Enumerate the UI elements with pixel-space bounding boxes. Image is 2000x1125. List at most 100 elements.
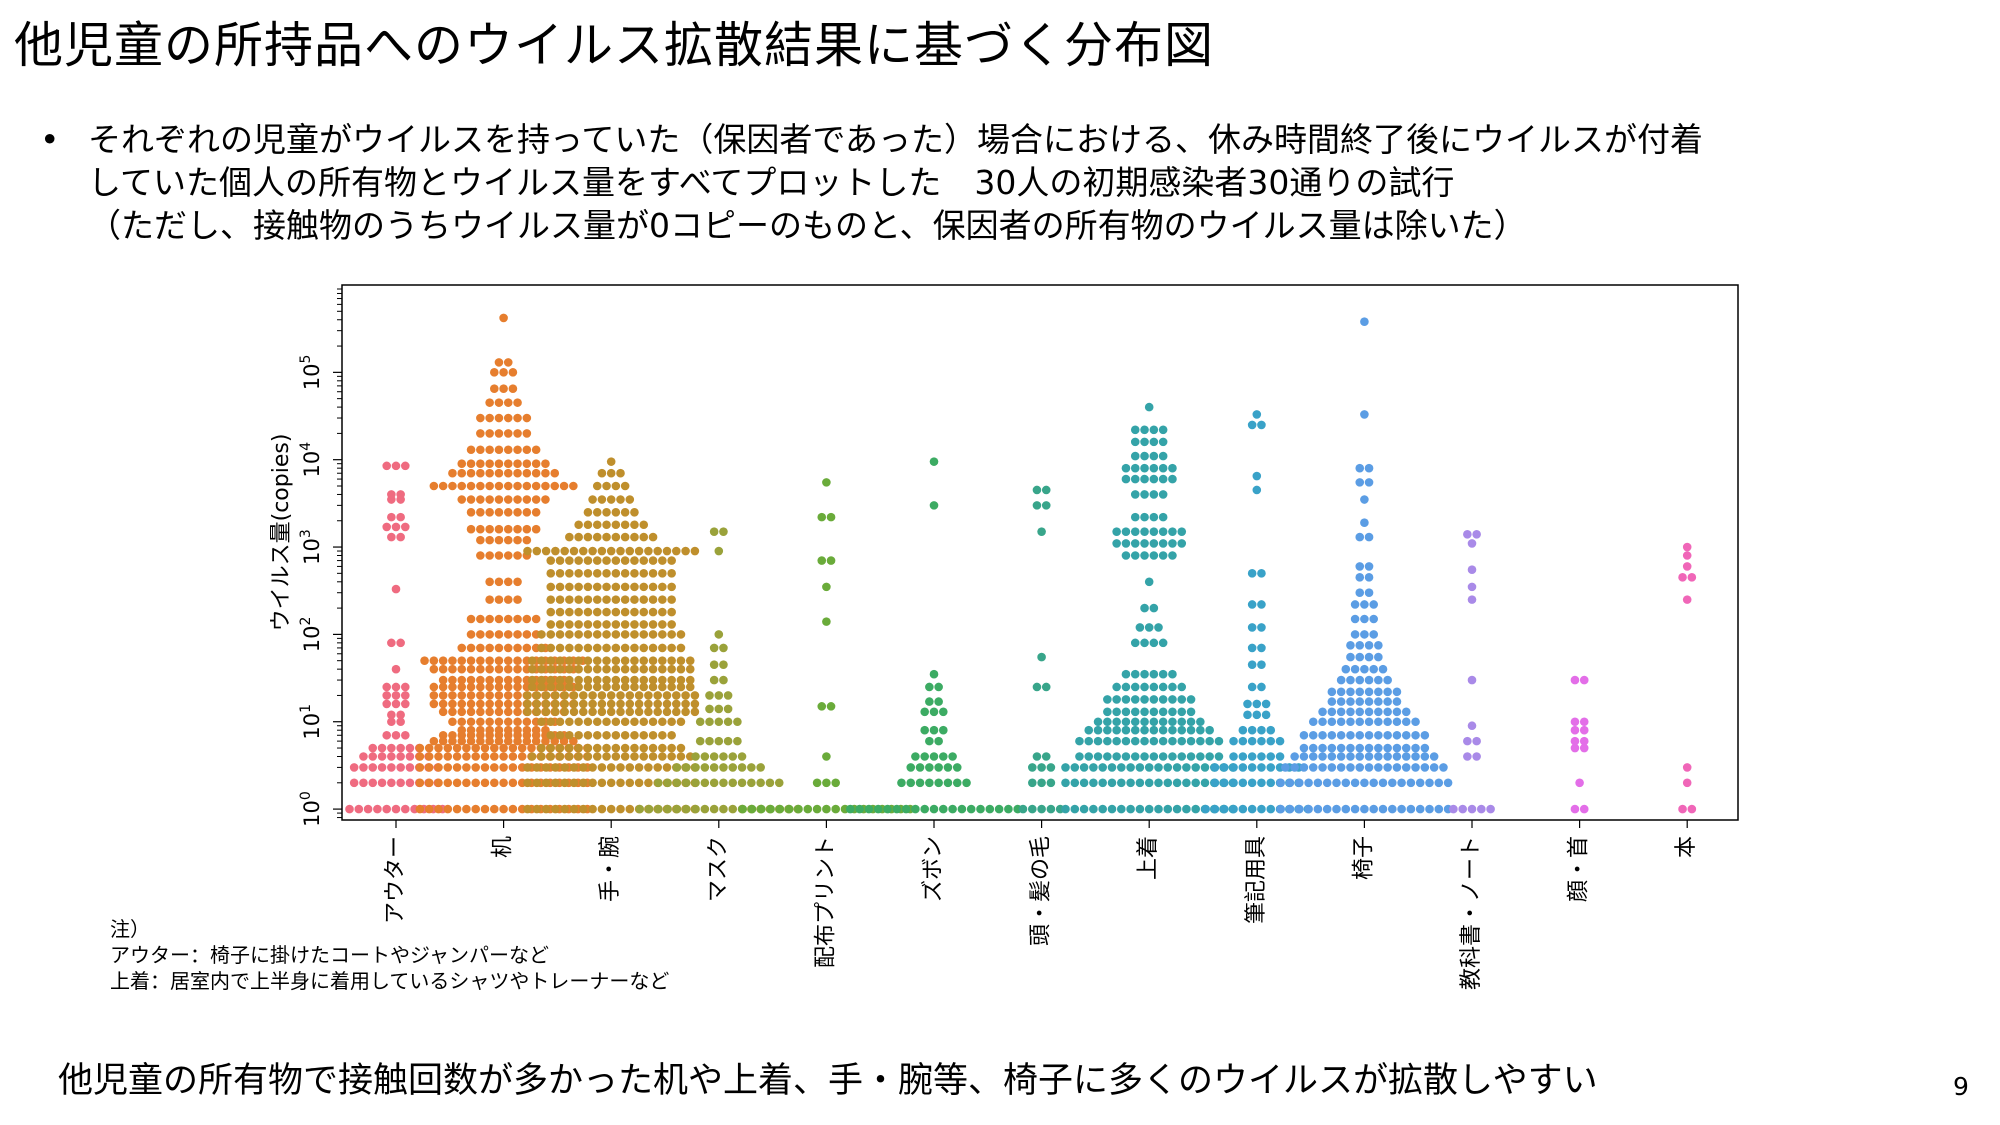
data-point xyxy=(1369,614,1378,624)
data-point xyxy=(377,763,387,772)
data-point xyxy=(1149,717,1159,727)
data-point xyxy=(537,717,546,727)
data-point xyxy=(705,704,714,714)
data-point xyxy=(1392,687,1402,697)
data-point xyxy=(485,535,494,545)
data-point xyxy=(1247,569,1257,578)
data-point xyxy=(583,595,593,604)
data-point xyxy=(592,569,602,578)
data-point xyxy=(579,691,588,700)
data-point xyxy=(897,778,906,788)
data-point xyxy=(448,699,457,709)
data-point xyxy=(1392,743,1402,753)
data-point xyxy=(1028,763,1037,772)
data-point xyxy=(719,763,728,772)
data-point xyxy=(452,743,462,753)
data-point xyxy=(1327,697,1337,706)
data-point xyxy=(1112,736,1121,746)
data-point xyxy=(503,524,513,534)
data-point xyxy=(494,707,504,717)
bullet-marker: • xyxy=(40,120,60,159)
data-point xyxy=(616,707,625,717)
data-point xyxy=(1070,778,1080,788)
data-point xyxy=(929,707,939,717)
data-point xyxy=(583,717,593,727)
data-point xyxy=(1392,763,1402,772)
data-point xyxy=(443,804,453,814)
data-point xyxy=(634,763,644,772)
data-point xyxy=(625,804,635,814)
data-point xyxy=(494,664,504,674)
data-point xyxy=(405,763,415,772)
data-point xyxy=(658,569,667,578)
data-point xyxy=(747,804,757,814)
data-point xyxy=(485,398,494,407)
data-point xyxy=(616,691,625,700)
data-point xyxy=(1401,730,1411,740)
data-point xyxy=(602,752,611,761)
data-point xyxy=(1257,763,1266,772)
data-point xyxy=(588,778,597,788)
data-point xyxy=(583,532,593,542)
data-point xyxy=(405,752,415,761)
data-point xyxy=(1219,778,1229,788)
data-point xyxy=(476,535,485,545)
data-point xyxy=(485,656,494,665)
data-point xyxy=(1346,752,1355,761)
data-point xyxy=(812,804,822,814)
data-point xyxy=(1186,717,1196,727)
data-point xyxy=(1149,725,1159,735)
data-point xyxy=(690,699,700,709)
data-point xyxy=(611,520,621,530)
data-point xyxy=(1682,595,1692,604)
data-point xyxy=(1140,752,1149,761)
data-point xyxy=(831,804,840,814)
data-point xyxy=(774,778,784,788)
data-point xyxy=(1247,752,1257,761)
data-point xyxy=(494,524,504,534)
data-point xyxy=(503,664,513,674)
data-point xyxy=(1191,763,1200,772)
data-point xyxy=(1322,804,1332,814)
data-point xyxy=(396,717,405,727)
data-point xyxy=(527,664,537,674)
data-point xyxy=(1140,682,1149,692)
data-point xyxy=(476,614,485,624)
data-point xyxy=(1046,778,1056,788)
data-point xyxy=(1140,551,1149,560)
data-point xyxy=(1158,752,1168,761)
data-point xyxy=(1205,752,1214,761)
data-point xyxy=(611,682,621,692)
y-tick-label: 100 xyxy=(298,791,324,827)
data-point xyxy=(391,730,401,740)
data-point xyxy=(644,691,653,700)
data-point xyxy=(620,595,630,604)
data-point xyxy=(466,664,476,674)
data-point xyxy=(620,607,630,617)
data-point xyxy=(934,697,943,706)
data-point xyxy=(620,682,630,692)
data-point xyxy=(513,459,522,468)
data-point xyxy=(602,743,611,753)
data-point xyxy=(541,546,551,556)
data-point xyxy=(485,481,494,491)
data-point xyxy=(1346,743,1355,753)
data-point xyxy=(658,607,667,617)
data-point xyxy=(401,682,410,692)
data-point xyxy=(719,675,728,685)
data-point xyxy=(588,495,597,504)
data-point xyxy=(1196,736,1205,746)
data-point xyxy=(551,763,560,772)
data-point xyxy=(1252,485,1262,495)
data-point xyxy=(1360,410,1369,419)
data-point xyxy=(466,675,476,685)
data-point xyxy=(1579,736,1589,746)
data-point xyxy=(1163,763,1173,772)
data-point xyxy=(939,752,948,761)
data-point xyxy=(405,778,415,788)
data-point xyxy=(1018,804,1028,814)
data-point xyxy=(503,507,513,517)
data-point xyxy=(457,495,467,504)
data-point xyxy=(672,546,681,556)
x-tick-label: 椅子 xyxy=(1351,836,1376,880)
